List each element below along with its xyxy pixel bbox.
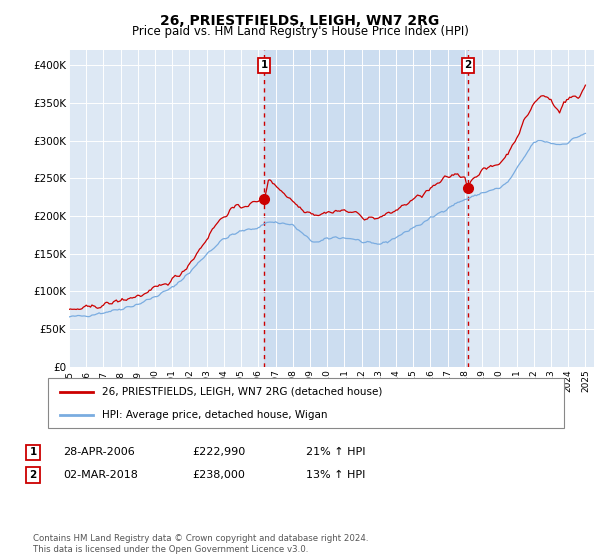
Text: 13% ↑ HPI: 13% ↑ HPI xyxy=(306,470,365,480)
Bar xyxy=(264,50,468,367)
Text: 1: 1 xyxy=(29,447,37,458)
Text: 1: 1 xyxy=(260,60,268,71)
Text: HPI: Average price, detached house, Wigan: HPI: Average price, detached house, Wiga… xyxy=(102,410,328,420)
Text: 21% ↑ HPI: 21% ↑ HPI xyxy=(306,447,365,458)
Text: Price paid vs. HM Land Registry's House Price Index (HPI): Price paid vs. HM Land Registry's House … xyxy=(131,25,469,38)
Text: 26, PRIESTFIELDS, LEIGH, WN7 2RG: 26, PRIESTFIELDS, LEIGH, WN7 2RG xyxy=(160,14,440,28)
Text: 2: 2 xyxy=(464,60,472,71)
Text: £238,000: £238,000 xyxy=(192,470,245,480)
Text: 26, PRIESTFIELDS, LEIGH, WN7 2RG (detached house): 26, PRIESTFIELDS, LEIGH, WN7 2RG (detach… xyxy=(102,386,382,396)
Text: £222,990: £222,990 xyxy=(192,447,245,458)
Text: 02-MAR-2018: 02-MAR-2018 xyxy=(63,470,138,480)
Text: 28-APR-2006: 28-APR-2006 xyxy=(63,447,135,458)
Text: Contains HM Land Registry data © Crown copyright and database right 2024.
This d: Contains HM Land Registry data © Crown c… xyxy=(33,534,368,554)
Text: 2: 2 xyxy=(29,470,37,480)
